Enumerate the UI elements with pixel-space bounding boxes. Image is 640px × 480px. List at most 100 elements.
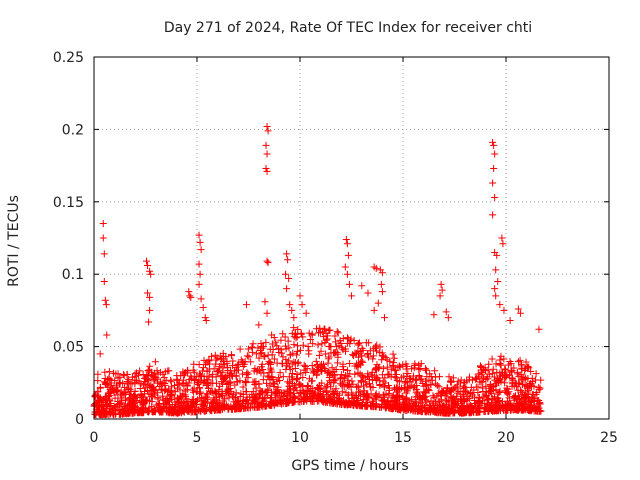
data-point	[254, 403, 262, 411]
data-point	[144, 262, 152, 270]
data-point	[201, 314, 209, 322]
data-point	[264, 259, 272, 267]
data-point	[371, 365, 379, 373]
data-point	[379, 397, 387, 405]
data-point	[294, 325, 302, 333]
data-point	[516, 309, 524, 317]
data-point	[94, 370, 102, 378]
data-point	[425, 376, 433, 384]
data-point	[268, 374, 276, 382]
data-point	[464, 395, 472, 403]
data-point	[269, 375, 277, 383]
data-point	[256, 391, 264, 399]
data-point	[346, 340, 354, 348]
data-point	[257, 369, 265, 377]
data-point	[321, 325, 329, 333]
data-point	[344, 251, 352, 259]
data-point	[116, 391, 124, 399]
data-point	[435, 397, 443, 405]
data-point	[432, 380, 440, 388]
data-point	[152, 401, 160, 409]
data-point	[465, 376, 473, 384]
data-point	[319, 360, 327, 368]
data-point	[258, 344, 266, 352]
data-point	[190, 388, 198, 396]
data-point	[190, 376, 198, 384]
data-point	[493, 251, 501, 259]
data-point	[318, 393, 326, 401]
data-point	[328, 397, 336, 405]
data-point	[231, 381, 239, 389]
data-point	[338, 344, 346, 352]
data-point	[108, 408, 116, 416]
data-point	[519, 406, 527, 414]
data-point	[346, 359, 354, 367]
data-point	[385, 391, 393, 399]
data-point	[197, 246, 205, 254]
data-point	[143, 374, 151, 382]
data-point	[195, 370, 203, 378]
data-point	[340, 401, 348, 409]
data-point	[489, 138, 497, 146]
data-point	[378, 352, 386, 360]
data-point	[376, 377, 384, 385]
data-point	[418, 395, 426, 403]
data-point	[136, 408, 144, 416]
data-point	[214, 368, 222, 376]
data-point	[115, 401, 123, 409]
data-point	[431, 367, 439, 375]
data-point	[327, 371, 335, 379]
data-point	[98, 411, 106, 419]
data-point	[457, 388, 465, 396]
data-point	[372, 264, 380, 272]
data-point	[265, 401, 273, 409]
data-point	[482, 404, 490, 412]
data-point	[391, 400, 399, 408]
data-point	[262, 141, 270, 149]
data-point	[411, 362, 419, 370]
data-point	[517, 386, 525, 394]
data-point	[483, 373, 491, 381]
data-point	[429, 392, 437, 400]
data-point	[263, 123, 271, 131]
data-point	[480, 393, 488, 401]
data-point	[481, 364, 489, 372]
data-point	[532, 370, 540, 378]
data-point	[504, 361, 512, 369]
data-point	[382, 400, 390, 408]
data-point	[286, 301, 294, 309]
data-point	[426, 370, 434, 378]
data-point	[121, 390, 129, 398]
data-point	[224, 386, 232, 394]
data-point	[144, 376, 152, 384]
data-point	[453, 383, 461, 391]
data-point	[129, 392, 137, 400]
x-axis-label: GPS time / hours	[291, 458, 408, 474]
data-point	[316, 362, 324, 370]
data-point	[260, 352, 268, 360]
data-point	[331, 332, 339, 340]
data-point	[118, 406, 126, 414]
data-point	[378, 288, 386, 296]
data-point	[142, 405, 150, 413]
data-point	[351, 370, 359, 378]
data-point	[265, 357, 273, 365]
x-tick-label: 5	[193, 430, 202, 446]
data-point	[243, 352, 251, 360]
x-tick-label: 15	[394, 430, 412, 446]
data-point	[410, 384, 418, 392]
data-point	[292, 334, 300, 342]
data-point	[389, 350, 397, 358]
data-point	[447, 378, 455, 386]
data-point	[111, 377, 119, 385]
data-point	[491, 285, 499, 293]
data-point	[243, 404, 251, 412]
data-point	[148, 368, 156, 376]
data-point	[268, 393, 276, 401]
data-point	[442, 409, 450, 417]
data-point	[160, 374, 168, 382]
data-point	[110, 402, 118, 410]
data-point	[125, 396, 133, 404]
data-point	[369, 352, 377, 360]
data-point	[413, 393, 421, 401]
